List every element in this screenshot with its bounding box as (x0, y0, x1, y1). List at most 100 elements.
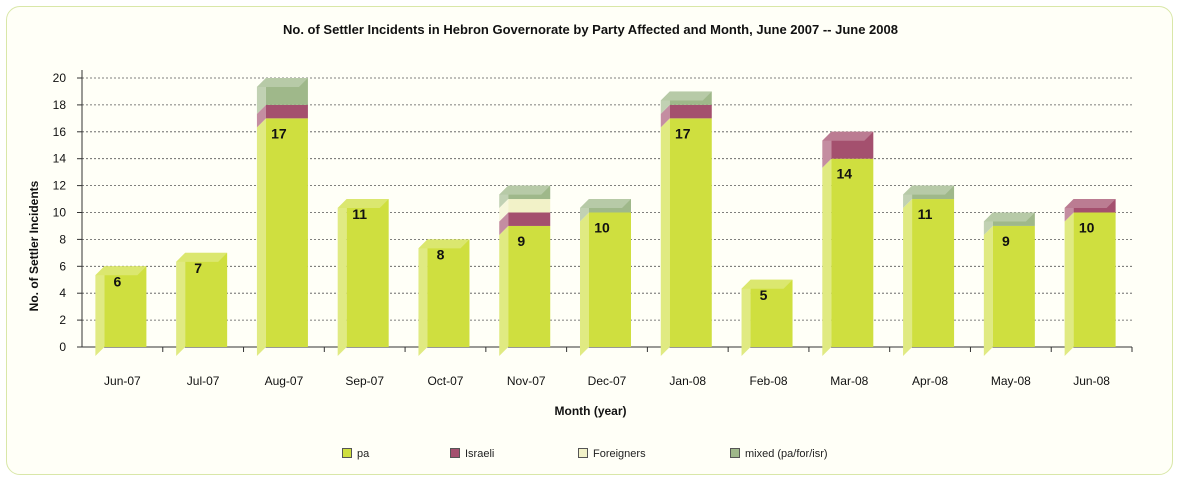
data-label: 14 (837, 166, 853, 182)
bar-top (822, 131, 874, 141)
y-tick-label: 2 (59, 313, 66, 327)
bar-top (741, 279, 793, 289)
legend-item: Israeli (450, 448, 494, 460)
bar-top (176, 252, 228, 262)
legend-item: Foreigners (578, 448, 646, 460)
bar-top (660, 91, 712, 101)
bar-side-israeli (499, 212, 509, 235)
bar-segment-foreigners (508, 199, 551, 213)
x-tick-label: Sep-07 (345, 374, 384, 388)
data-label: 11 (918, 206, 933, 222)
data-label: 8 (437, 246, 445, 262)
bar-segment-pa (589, 212, 631, 347)
legend-item: mixed (pa/for/isr) (730, 448, 828, 460)
chart-title: No. of Settler Incidents in Hebron Gover… (283, 22, 898, 37)
bar-segment-pa (992, 225, 1035, 347)
legend-swatch (342, 448, 352, 458)
bar-top (95, 266, 147, 276)
bar-segment-pa (831, 158, 874, 347)
data-label: 5 (760, 287, 768, 303)
x-tick-label: Aug-07 (265, 374, 304, 388)
y-tick-label: 6 (59, 259, 66, 273)
bar-side-foreigners (499, 199, 509, 222)
bar-segment-pa (1073, 212, 1116, 347)
y-tick-label: 8 (59, 232, 66, 246)
bar-segment-pa (669, 118, 712, 347)
bar-top (499, 185, 551, 195)
x-tick-label: Mar-08 (830, 374, 868, 388)
bar-side-pa (1064, 212, 1074, 356)
bar-side-pa (176, 252, 186, 356)
data-label: 11 (352, 206, 367, 222)
x-tick-label: Apr-08 (912, 374, 948, 388)
bar-segment-pa (427, 239, 470, 347)
bar-segment-pa (104, 266, 147, 347)
bar-segment-pa (185, 252, 228, 347)
data-label: 6 (113, 273, 121, 289)
bar-segment-pa (750, 279, 793, 347)
data-label: 9 (1002, 233, 1010, 249)
bar-side-pa (741, 279, 751, 356)
x-tick-label: Oct-07 (427, 374, 463, 388)
bar-top (903, 185, 955, 195)
bar-segment-pa (265, 118, 308, 347)
legend-label: Foreigners (593, 448, 646, 460)
bar-side-pa (256, 118, 266, 356)
legend-swatch (578, 448, 588, 458)
bar-side-pa (983, 225, 993, 356)
y-tick-label: 14 (53, 152, 67, 166)
legend-label: mixed (pa/for/isr) (745, 448, 828, 460)
bar-side-pa (660, 118, 670, 356)
legend-swatch (730, 448, 740, 458)
x-tick-label: Feb-08 (750, 374, 788, 388)
x-tick-label: Jun-08 (1073, 374, 1110, 388)
legend-label: pa (357, 448, 370, 460)
data-label: 17 (271, 125, 287, 141)
y-tick-label: 10 (53, 206, 67, 220)
y-tick-label: 20 (53, 71, 67, 85)
x-tick-label: Nov-07 (507, 374, 546, 388)
bar-side-pa (337, 199, 347, 356)
bar-top (256, 78, 308, 87)
y-tick-label: 18 (53, 98, 67, 112)
bar-top (337, 199, 389, 209)
bar-segment-israeli (265, 104, 308, 119)
y-tick-label: 4 (59, 286, 66, 300)
x-tick-label: Jul-07 (187, 374, 220, 388)
bar-top (418, 239, 470, 249)
bar-segment-pa (346, 199, 389, 347)
y-tick-label: 0 (59, 340, 66, 354)
legend: pa Israeli Foreigners mixed (pa/for/isr) (0, 448, 1181, 466)
bar-side-israeli (660, 104, 670, 128)
data-label: 10 (1079, 220, 1095, 236)
bar-side-pa (580, 212, 589, 356)
x-tick-label: Jan-08 (669, 374, 706, 388)
y-tick-label: 16 (53, 125, 67, 139)
x-tick-label: Jun-07 (104, 374, 141, 388)
data-label: 10 (594, 220, 610, 236)
bar-side-pa (418, 239, 428, 356)
legend-label: Israeli (465, 448, 495, 460)
data-label: 9 (517, 233, 525, 249)
legend-item: pa (342, 448, 369, 460)
x-axis-label: Month (year) (554, 404, 627, 418)
y-tick-label: 12 (53, 179, 67, 193)
bar-top (983, 212, 1035, 222)
bar-side-pa (95, 266, 105, 356)
bar-segment-pa (912, 199, 955, 347)
bar-side-israeli (256, 104, 266, 128)
bar-top (580, 199, 631, 209)
bar-segment-pa (508, 225, 551, 347)
legend-swatch (450, 448, 460, 458)
bar-side-pa (903, 199, 913, 356)
bar-side-pa (822, 158, 832, 356)
bar-segment-israeli (508, 212, 551, 226)
bar-top (1064, 199, 1116, 209)
x-tick-label: Dec-07 (588, 374, 627, 388)
bar-segment-israeli (669, 104, 712, 119)
data-label: 17 (675, 125, 691, 141)
bar-side-pa (499, 225, 509, 356)
x-tick-label: May-08 (991, 374, 1031, 388)
data-label: 7 (194, 260, 202, 276)
